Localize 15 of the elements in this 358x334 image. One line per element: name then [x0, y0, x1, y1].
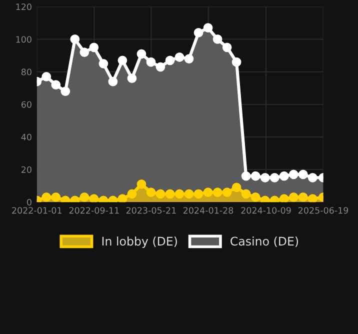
- x-tick-label: 2024-01-28: [183, 207, 234, 214]
- x-tick-label: 2022-01-01: [12, 207, 62, 214]
- legend-label: Casino (DE): [230, 236, 298, 248]
- y-tick-label: 120: [16, 4, 32, 10]
- y-tick-label: 80: [21, 68, 32, 76]
- y-tick-label: 60: [21, 101, 32, 108]
- y-tick-label: 100: [16, 36, 32, 43]
- x-tick-label: 2022-09-11: [69, 207, 119, 214]
- legend-label: In lobby (DE): [102, 236, 177, 248]
- x-tick-label: 2023-05-21: [126, 207, 176, 214]
- y-tick-label: 20: [22, 166, 32, 173]
- y-tick-label: 40: [21, 134, 32, 140]
- x-tick-label: 2025-06-19: [298, 207, 348, 214]
- y-tick-label: 0: [27, 198, 32, 206]
- x-tick-label: 2024-10-09: [241, 207, 291, 214]
